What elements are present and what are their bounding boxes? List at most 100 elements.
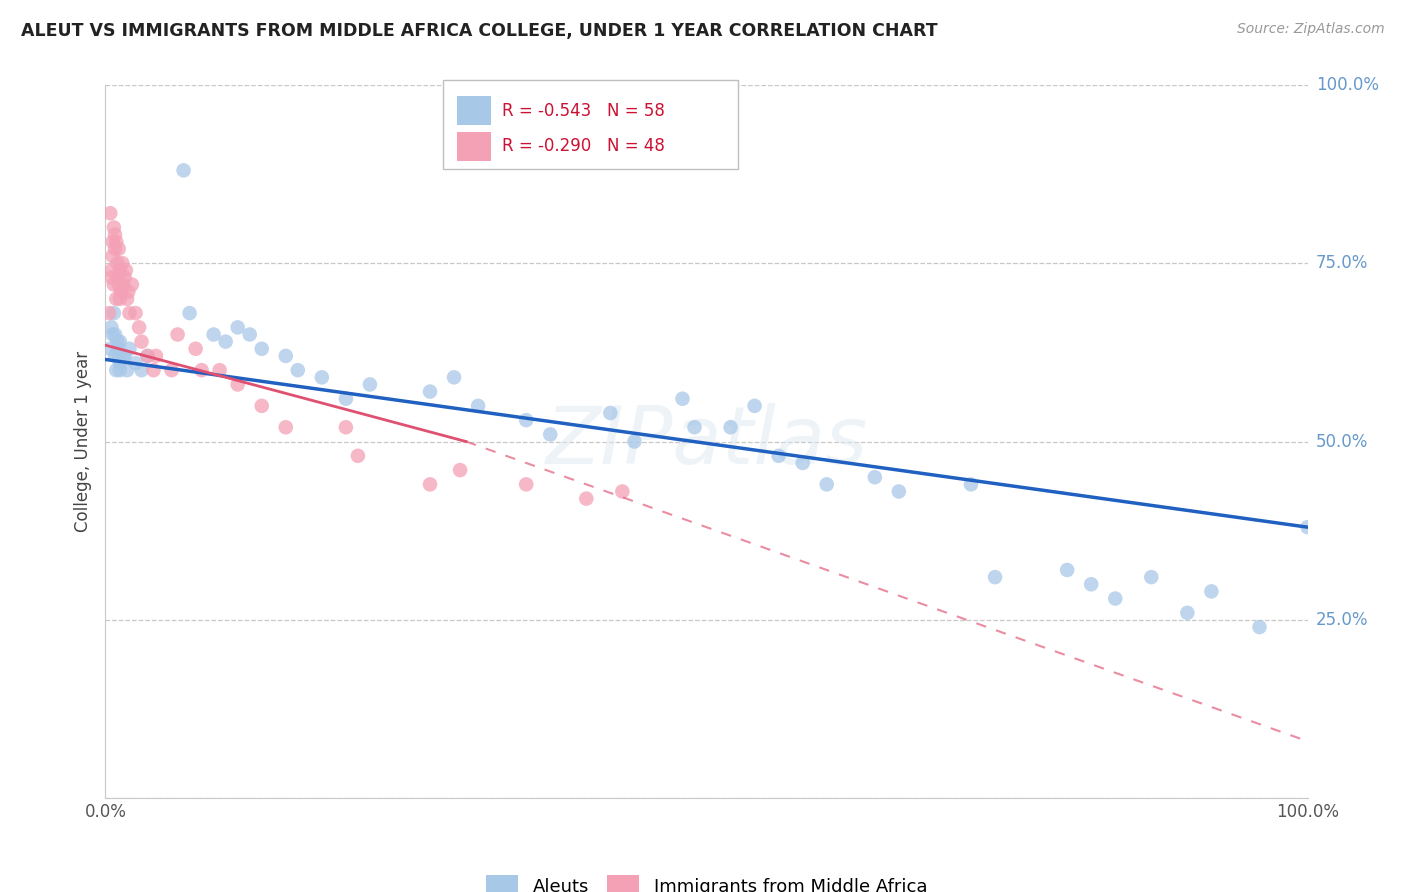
Point xyxy=(131,363,153,377)
Text: 50.0%: 50.0% xyxy=(1316,433,1368,450)
Point xyxy=(104,242,127,256)
Point xyxy=(108,292,131,306)
Text: R = -0.543   N = 58: R = -0.543 N = 58 xyxy=(502,102,665,120)
Point xyxy=(112,277,135,292)
Point xyxy=(104,349,127,363)
Point xyxy=(287,363,309,377)
Point xyxy=(449,463,471,477)
Point xyxy=(239,327,262,342)
Point xyxy=(173,163,195,178)
Point xyxy=(1201,584,1223,599)
Point xyxy=(160,363,183,377)
Point xyxy=(114,349,136,363)
Point xyxy=(115,263,138,277)
Point xyxy=(98,306,121,320)
Point xyxy=(419,384,441,399)
Point xyxy=(107,277,129,292)
Point xyxy=(226,377,249,392)
Point xyxy=(103,277,125,292)
Text: 100.0%: 100.0% xyxy=(1316,76,1379,94)
Point xyxy=(720,420,742,434)
Point xyxy=(100,270,122,285)
Point xyxy=(1175,606,1198,620)
Text: R = -0.290   N = 48: R = -0.290 N = 48 xyxy=(502,137,665,155)
Point xyxy=(124,356,146,370)
Point xyxy=(111,256,134,270)
Point xyxy=(184,342,207,356)
Point xyxy=(145,349,167,363)
Point xyxy=(124,306,146,320)
Point xyxy=(887,484,910,499)
Point xyxy=(1104,591,1126,606)
Point xyxy=(863,470,886,484)
Point xyxy=(768,449,790,463)
Point xyxy=(136,349,159,363)
Point xyxy=(274,420,297,434)
Point xyxy=(105,292,128,306)
Point xyxy=(671,392,693,406)
Point xyxy=(335,392,357,406)
Point xyxy=(101,235,124,249)
Point xyxy=(419,477,441,491)
Point xyxy=(274,349,297,363)
Point xyxy=(599,406,621,420)
Point xyxy=(815,477,838,491)
Point xyxy=(115,292,138,306)
Text: Source: ZipAtlas.com: Source: ZipAtlas.com xyxy=(1237,22,1385,37)
Point xyxy=(250,342,273,356)
Point xyxy=(1080,577,1102,591)
Point xyxy=(107,270,129,285)
Point xyxy=(792,456,814,470)
Point xyxy=(105,363,128,377)
Point xyxy=(114,270,136,285)
Point xyxy=(623,434,645,449)
Point xyxy=(128,320,150,334)
Text: 25.0%: 25.0% xyxy=(1316,611,1368,629)
Point xyxy=(515,477,537,491)
Point xyxy=(112,349,135,363)
Point xyxy=(103,306,125,320)
Point xyxy=(984,570,1007,584)
Point xyxy=(1296,520,1319,534)
Point xyxy=(104,327,127,342)
Point xyxy=(110,285,132,299)
Point xyxy=(98,342,121,356)
Point xyxy=(100,263,122,277)
Point xyxy=(683,420,706,434)
Point xyxy=(104,227,127,242)
Point xyxy=(108,263,131,277)
Point xyxy=(214,334,236,349)
Point xyxy=(347,449,370,463)
Point xyxy=(131,334,153,349)
Point xyxy=(190,363,212,377)
Point xyxy=(108,334,131,349)
Point xyxy=(105,235,128,249)
Point xyxy=(108,363,131,377)
Point xyxy=(108,356,131,370)
Point xyxy=(118,306,141,320)
Legend: Aleuts, Immigrants from Middle Africa: Aleuts, Immigrants from Middle Africa xyxy=(478,868,935,892)
Point xyxy=(515,413,537,427)
Point xyxy=(166,327,188,342)
Point xyxy=(103,220,125,235)
Text: 75.0%: 75.0% xyxy=(1316,254,1368,272)
Point xyxy=(1140,570,1163,584)
Text: ZIPatlas: ZIPatlas xyxy=(546,402,868,481)
Point xyxy=(612,484,634,499)
Point xyxy=(250,399,273,413)
Point xyxy=(208,363,231,377)
Point xyxy=(960,477,983,491)
Point xyxy=(538,427,561,442)
Point xyxy=(311,370,333,384)
Point xyxy=(115,363,138,377)
Point xyxy=(107,242,129,256)
Point xyxy=(117,285,139,299)
Point xyxy=(118,342,141,356)
Point xyxy=(142,363,165,377)
Point xyxy=(107,256,129,270)
Point xyxy=(107,334,129,349)
Point xyxy=(575,491,598,506)
Point xyxy=(101,327,124,342)
Point xyxy=(107,342,129,356)
Point xyxy=(98,206,121,220)
